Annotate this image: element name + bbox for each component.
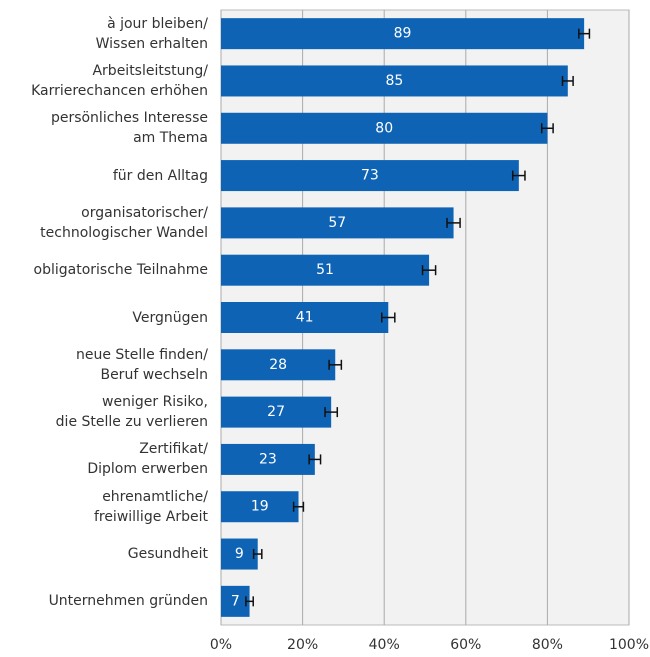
bar (221, 349, 336, 381)
value-label: 51 (316, 262, 334, 278)
bar (221, 112, 548, 144)
bar (221, 538, 258, 570)
error-bar (328, 359, 343, 370)
bar (221, 65, 568, 97)
x-tick-label: 80% (532, 637, 563, 653)
x-tick-label: 40% (369, 637, 400, 653)
value-label: 85 (385, 73, 403, 89)
error-bar (324, 407, 339, 418)
y-tick-label: à jour bleiben/ Wissen erhalten (95, 15, 208, 52)
error-bar (308, 454, 322, 465)
y-tick-label: obligatorische Teilnahme (33, 262, 208, 279)
value-label: 23 (259, 451, 277, 467)
error-bar (561, 75, 574, 86)
error-bar (446, 217, 461, 228)
bar (221, 160, 519, 192)
y-tick-label: Zertifikat/ Diplom erwerben (87, 441, 208, 478)
error-bar (245, 596, 254, 607)
bar (221, 302, 389, 333)
bar (221, 254, 430, 286)
x-tick-label: 100% (609, 637, 649, 653)
value-label: 7 (231, 593, 240, 609)
bar (221, 207, 454, 239)
bar (221, 491, 299, 523)
x-tick-label: 20% (287, 637, 318, 653)
error-bar (540, 123, 554, 134)
x-tick-label: 60% (450, 637, 481, 653)
y-tick-label: ehrenamtliche/ freiwillige Arbeit (93, 488, 208, 525)
y-tick-label: organisatorischer/ technologischer Wande… (40, 204, 208, 241)
error-bar (292, 501, 305, 512)
y-tick-label: Vergnügen (132, 309, 208, 326)
y-tick-label: Unternehmen gründen (48, 593, 208, 610)
y-tick-label: für den Alltag (112, 167, 208, 184)
y-tick-label: persönliches Interesse am Thema (50, 110, 208, 147)
error-bar (511, 170, 526, 181)
value-label: 19 (251, 499, 269, 515)
x-tick-label: 0% (210, 637, 232, 653)
bar (221, 443, 315, 475)
y-tick-label: weniger Risiko, die Stelle zu verlieren (55, 394, 208, 431)
value-label: 9 (235, 546, 244, 562)
value-label: 27 (267, 404, 285, 420)
value-label: 28 (269, 357, 287, 373)
value-label: 73 (361, 168, 379, 184)
bar (221, 585, 250, 617)
error-bar (421, 265, 437, 276)
bar (221, 18, 585, 50)
value-label: 80 (375, 120, 393, 136)
value-label: 89 (394, 26, 412, 42)
error-bar (252, 549, 263, 560)
value-label: 57 (328, 215, 346, 231)
error-bar (578, 28, 591, 39)
bar (221, 396, 332, 428)
error-bar (381, 312, 396, 323)
y-tick-label: Gesundheit (127, 546, 208, 563)
y-tick-label: neue Stelle finden/ Beruf wechseln (75, 346, 208, 383)
y-tick-label: Arbeitsleitstung/ Karrierechancen erhöhe… (31, 62, 208, 99)
value-label: 41 (296, 310, 314, 326)
